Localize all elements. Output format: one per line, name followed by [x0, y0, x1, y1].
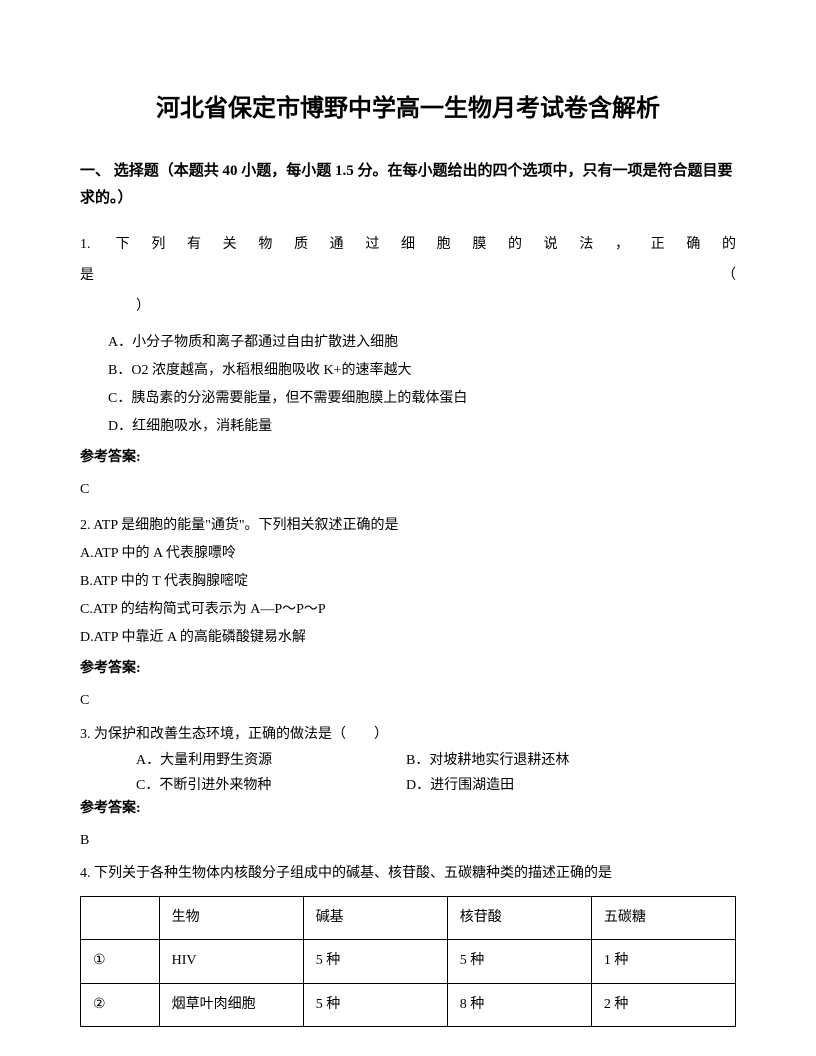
table-cell: 5 种 [303, 940, 447, 983]
question-1: 1. 下列有关物质通过细胞膜的说法，正确的 是 （ ） A．小分子物质和离子都通… [80, 230, 736, 501]
q2-answer: C [80, 690, 736, 712]
q3-option-a: A．大量利用野生资源 [136, 748, 406, 773]
q2-option-c: C.ATP 的结构简式可表示为 A—P～P～P [80, 596, 736, 624]
table-cell: 1 种 [591, 940, 735, 983]
q2-text: 2. ATP 是细胞的能量"通货"。下列相关叙述正确的是 [80, 512, 736, 540]
q3-answer: B [80, 830, 736, 852]
q3-text: 3. 为保护和改善生态环境，正确的做法是（ ） [80, 722, 736, 747]
section-header: 一、 选择题（本题共 40 小题，每小题 1.5 分。在每小题给出的四个选项中，… [80, 158, 736, 212]
q4-text: 4. 下列关于各种生物体内核酸分子组成中的碱基、核苷酸、五碳糖种类的描述正确的是 [80, 861, 736, 886]
table-header-cell: 生物 [159, 896, 303, 939]
table-header-cell: 五碳糖 [591, 896, 735, 939]
table-header-cell: 核苷酸 [447, 896, 591, 939]
q1-option-d: D．红细胞吸水，消耗能量 [80, 413, 736, 441]
q1-line3: ） [80, 292, 736, 323]
q1-line2-end: （ [722, 261, 736, 292]
q1-answer: C [80, 479, 736, 501]
question-3: 3. 为保护和改善生态环境，正确的做法是（ ） A．大量利用野生资源 B．对坡耕… [80, 722, 736, 852]
q1-option-a: A．小分子物质和离子都通过自由扩散进入细胞 [80, 329, 736, 357]
question-2: 2. ATP 是细胞的能量"通货"。下列相关叙述正确的是 A.ATP 中的 A … [80, 512, 736, 713]
q1-option-c: C．胰岛素的分泌需要能量，但不需要细胞膜上的载体蛋白 [80, 385, 736, 413]
q1-line1: 1. 下列有关物质通过细胞膜的说法，正确的 [80, 230, 736, 261]
table-header-cell [81, 896, 160, 939]
table-cell: ② [81, 983, 160, 1026]
q2-option-a: A.ATP 中的 A 代表腺嘌呤 [80, 540, 736, 568]
table-header-cell: 碱基 [303, 896, 447, 939]
table-row: ① HIV 5 种 5 种 1 种 [81, 940, 736, 983]
document-title: 河北省保定市博野中学高一生物月考试卷含解析 [80, 90, 736, 128]
table-cell: 烟草叶肉细胞 [159, 983, 303, 1026]
table-cell: 2 种 [591, 983, 735, 1026]
q4-table: 生物 碱基 核苷酸 五碳糖 ① HIV 5 种 5 种 1 种 ② 烟草叶肉细胞… [80, 896, 736, 1027]
table-cell: 8 种 [447, 983, 591, 1026]
q3-answer-label: 参考答案: [80, 798, 736, 820]
q1-line2-start: 是 [80, 261, 94, 292]
q2-option-b: B.ATP 中的 T 代表胸腺嘧啶 [80, 568, 736, 596]
q3-option-b: B．对坡耕地实行退耕还林 [406, 748, 736, 773]
q2-option-d: D.ATP 中靠近 A 的高能磷酸键易水解 [80, 624, 736, 652]
q1-answer-label: 参考答案: [80, 447, 736, 469]
q1-option-b: B．O2 浓度越高，水稻根细胞吸收 K+的速率越大 [80, 357, 736, 385]
table-header-row: 生物 碱基 核苷酸 五碳糖 [81, 896, 736, 939]
q3-option-d: D．进行围湖造田 [406, 773, 736, 798]
question-4: 4. 下列关于各种生物体内核酸分子组成中的碱基、核苷酸、五碳糖种类的描述正确的是… [80, 861, 736, 1027]
table-row: ② 烟草叶肉细胞 5 种 8 种 2 种 [81, 983, 736, 1026]
table-cell: ① [81, 940, 160, 983]
table-cell: 5 种 [447, 940, 591, 983]
table-cell: HIV [159, 940, 303, 983]
q3-option-c: C．不断引进外来物种 [136, 773, 406, 798]
q2-answer-label: 参考答案: [80, 658, 736, 680]
table-cell: 5 种 [303, 983, 447, 1026]
